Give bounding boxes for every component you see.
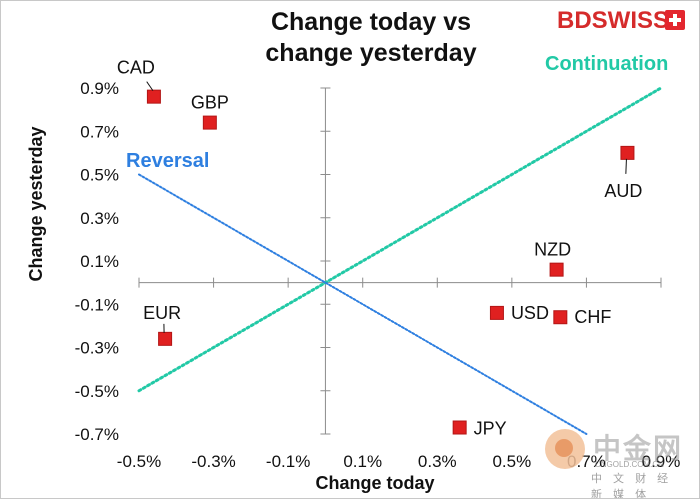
axes-group — [139, 88, 661, 434]
line-label-reversal: Reversal — [126, 150, 209, 172]
watermark-site: CNGOLD.COM.CN — [595, 460, 664, 469]
watermark-tagline: 中 文 财 经 新 媒 体 — [591, 473, 673, 499]
point-label-nzd: NZD — [534, 240, 571, 260]
swiss-flag-icon — [665, 10, 685, 30]
y-tick-label: 0.7% — [80, 122, 119, 141]
x-tick-label: -0.5% — [117, 452, 161, 471]
x-tick-label: -0.1% — [266, 452, 310, 471]
point-nzd — [549, 262, 564, 277]
chart-title-line2: change yesterday — [265, 39, 477, 67]
point-label-chf: CHF — [574, 307, 611, 327]
y-tick-label: 0.5% — [80, 166, 119, 185]
x-tick-label: 0.1% — [343, 452, 382, 471]
y-tick-label: 0.1% — [80, 252, 119, 271]
x-tick-label: 0.3% — [418, 452, 457, 471]
line-reversal — [138, 173, 588, 435]
point-cad — [146, 89, 161, 104]
point-label-gbp: GBP — [191, 93, 229, 113]
line-label-continuation: Continuation — [545, 53, 668, 75]
point-usd — [489, 305, 504, 320]
x-tick-label: -0.3% — [191, 452, 235, 471]
watermark-logo-icon — [545, 429, 585, 469]
point-label-jpy: JPY — [474, 419, 507, 439]
point-eur — [158, 331, 173, 346]
point-label-usd: USD — [511, 303, 549, 323]
y-tick-label: 0.9% — [80, 79, 119, 98]
chart-title: Change today vs change yesterday — [201, 7, 541, 69]
line-continuation — [137, 86, 663, 393]
leader-line-aud — [625, 158, 627, 174]
point-chf — [553, 310, 568, 325]
y-tick-label: -0.5% — [75, 382, 119, 401]
point-label-aud: AUD — [604, 181, 642, 201]
y-tick-label: 0.3% — [80, 209, 119, 228]
brand-logo: BDSWISS — [557, 7, 670, 34]
x-axis-label: Change today — [315, 473, 435, 493]
ticks-group: 0.9% 0.7% 0.5% 0.3% 0.1% -0.1% -0.3% -0.5% -0.7%… — [75, 79, 681, 471]
x-tick-label: 0.5% — [492, 452, 531, 471]
point-aud — [620, 145, 635, 160]
point-jpy — [452, 420, 467, 435]
y-tick-label: -0.7% — [75, 425, 119, 444]
x-tick-label: 0.9% — [642, 452, 681, 471]
point-gbp — [202, 115, 217, 130]
watermark: 中金网 CNGOLD.COM.CN 中 文 财 经 新 媒 体 — [541, 425, 691, 498]
chart-title-line1: Change today vs — [270, 8, 472, 36]
point-label-eur: EUR — [143, 303, 181, 323]
points-group: CAD GBP AUD NZD USD CHF EUR JPY — [117, 58, 643, 439]
point-label-cad: CAD — [117, 58, 155, 78]
trend-lines-group: Continuation Reversal — [126, 53, 668, 435]
y-tick-label: -0.1% — [75, 295, 119, 314]
leader-line-cad — [146, 81, 154, 91]
y-tick-label: -0.3% — [75, 339, 119, 358]
watermark-logo-text: 中金网 — [593, 433, 684, 464]
